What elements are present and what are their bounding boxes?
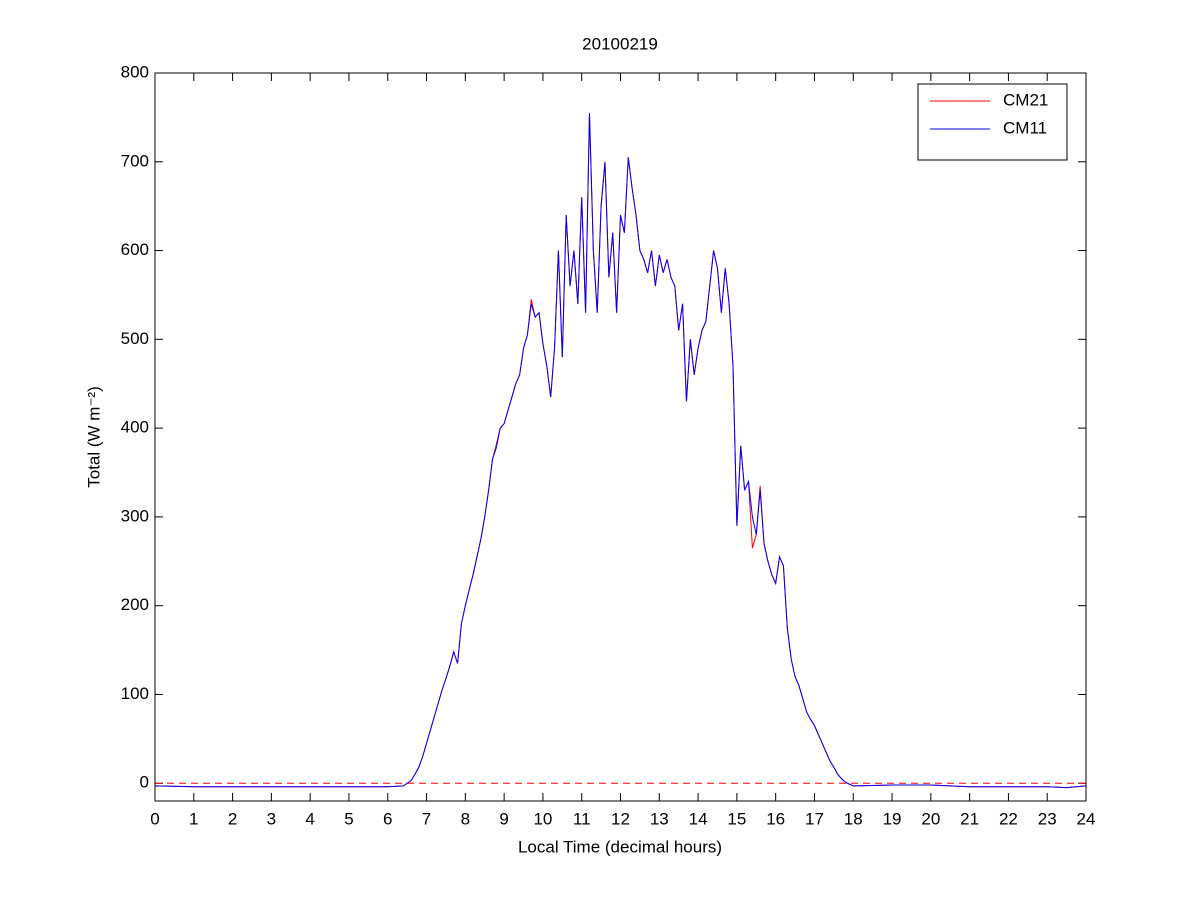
x-tick-label: 7: [422, 809, 431, 828]
x-tick-label: 9: [499, 809, 508, 828]
x-tick-label: 3: [267, 809, 276, 828]
x-tick-label: 20: [921, 809, 940, 828]
x-tick-label: 5: [344, 809, 353, 828]
x-tick-label: 0: [150, 809, 159, 828]
y-tick-label: 500: [121, 329, 149, 348]
x-tick-label: 22: [999, 809, 1018, 828]
legend-box: [917, 83, 1068, 161]
x-tick-label: 4: [305, 809, 314, 828]
x-tick-label: 24: [1077, 809, 1096, 828]
x-axis-label: Local Time (decimal hours): [518, 837, 722, 856]
y-tick-label: 700: [121, 151, 149, 170]
x-tick-label: 15: [727, 809, 746, 828]
x-tick-label: 19: [883, 809, 902, 828]
x-tick-label: 2: [228, 809, 237, 828]
y-tick-label: 400: [121, 418, 149, 437]
y-tick-label: 100: [121, 684, 149, 703]
x-tick-label: 17: [805, 809, 824, 828]
x-tick-label: 16: [766, 809, 785, 828]
y-axis-label: Total (W m⁻²): [84, 386, 103, 488]
x-tick-label: 12: [611, 809, 630, 828]
plot-frame: [154, 72, 1087, 802]
x-tick-label: 8: [461, 809, 470, 828]
x-tick-label: 6: [383, 809, 392, 828]
x-tick-label: 10: [533, 809, 552, 828]
y-tick-label: 200: [121, 595, 149, 614]
series-line: [154, 112, 1087, 789]
x-tick-label: 14: [689, 809, 708, 828]
x-tick-label: 13: [650, 809, 669, 828]
y-tick-label: 300: [121, 506, 149, 525]
y-tick-label: 600: [121, 240, 149, 259]
y-tick-label: 0: [140, 773, 149, 792]
x-tick-label: 21: [960, 809, 979, 828]
legend-label: CM11: [1003, 118, 1047, 137]
y-tick-label: 800: [121, 62, 149, 81]
legend-label: CM21: [1003, 90, 1048, 109]
x-tick-label: 1: [189, 809, 198, 828]
x-tick-label: 18: [844, 809, 863, 828]
x-tick-label: 11: [573, 809, 591, 828]
chart-title: 20100219: [582, 34, 658, 53]
x-tick-label: 23: [1038, 809, 1057, 828]
